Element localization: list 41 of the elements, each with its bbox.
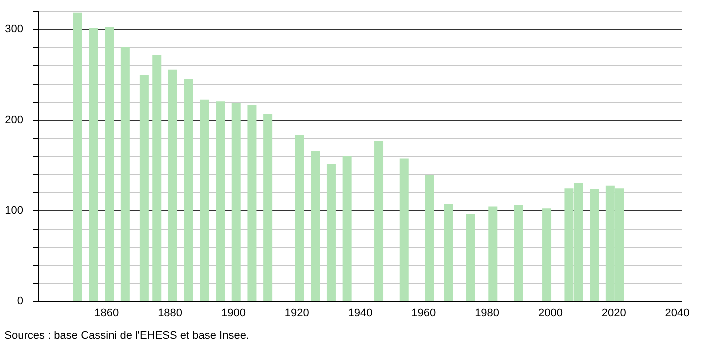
x-tick-label: 2000 [538, 308, 563, 320]
x-tick-label: 1880 [158, 308, 183, 320]
bar [466, 214, 476, 301]
bar [232, 103, 241, 301]
y-tick-label: 0 [17, 296, 24, 308]
bar [311, 151, 320, 301]
x-tick-label: 2040 [665, 308, 690, 320]
bar [444, 204, 454, 301]
bar [514, 204, 523, 301]
bar [264, 114, 273, 301]
bar [200, 100, 210, 301]
bar [542, 208, 552, 301]
bar [168, 70, 178, 301]
x-tick-label: 1960 [412, 308, 436, 320]
bar [590, 190, 600, 301]
bar [184, 78, 194, 301]
y-tick-label: 300 [5, 24, 24, 36]
x-tick-label: 1920 [284, 308, 310, 320]
bar [374, 142, 384, 301]
bar [400, 158, 409, 301]
bar [216, 102, 226, 301]
x-tick-label: 1980 [475, 308, 500, 320]
x-tick-label: 2020 [602, 308, 626, 320]
x-tick-label: 1940 [348, 308, 373, 320]
x-tick-label: 1900 [221, 308, 246, 320]
source-note: Sources : base Cassini de l'EHESS et base Insee. [4, 330, 250, 340]
x-tick-label: 1860 [94, 308, 120, 320]
bar [326, 164, 336, 301]
bar [120, 47, 130, 301]
bar [73, 12, 82, 301]
y-tick-label: 200 [5, 114, 24, 126]
bar [105, 27, 114, 301]
bar [425, 175, 434, 301]
bar [488, 206, 498, 301]
bar [152, 55, 162, 301]
bar [342, 156, 352, 301]
bar [295, 135, 304, 301]
y-tick-label: 100 [5, 204, 24, 217]
bar [89, 28, 98, 301]
bar [140, 75, 149, 301]
bar [248, 105, 257, 301]
